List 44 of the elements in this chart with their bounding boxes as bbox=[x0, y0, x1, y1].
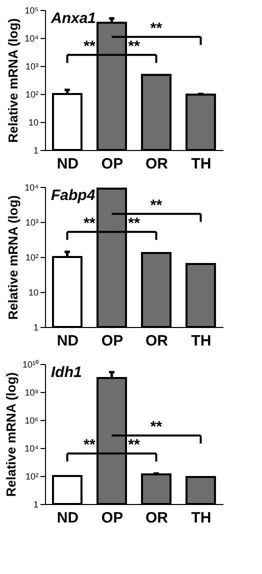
x-tick-label: OP bbox=[101, 156, 124, 172]
x-tick-label: ND bbox=[56, 332, 79, 350]
x-tick-label: OR bbox=[146, 510, 168, 526]
y-tick-label: 10³ bbox=[25, 218, 38, 228]
x-tick-label: OP bbox=[101, 510, 124, 526]
x-tick-label: OR bbox=[146, 332, 168, 350]
y-tick-label: 10² bbox=[25, 90, 38, 100]
y-tick-label: 10¹⁰ bbox=[22, 360, 38, 370]
chart-title: Idh1 bbox=[51, 364, 82, 381]
y-tick-label: 1 bbox=[33, 146, 38, 156]
x-tick-label: TH bbox=[191, 156, 212, 172]
y-tick-label: 10² bbox=[25, 472, 38, 482]
annotation: ** bbox=[150, 20, 162, 37]
x-tick-label: OP bbox=[101, 332, 124, 350]
annotation: ** bbox=[150, 196, 162, 214]
y-tick-label: 1 bbox=[33, 500, 38, 510]
chart-title: Anxa1 bbox=[50, 10, 96, 27]
y-tick-label: 1 bbox=[33, 322, 38, 332]
y-tick-label: 10² bbox=[25, 252, 38, 262]
annotation: ** bbox=[128, 436, 140, 454]
y-tick-label: 10⁴ bbox=[24, 34, 39, 44]
x-tick-label: ND bbox=[56, 510, 79, 526]
y-tick-label: 10⁸ bbox=[24, 388, 39, 398]
y-tick-label: 10³ bbox=[25, 62, 38, 72]
y-tick-label: 10⁵ bbox=[24, 6, 39, 16]
annotation: ** bbox=[128, 38, 140, 55]
y-axis-title: Relative mRNA (log) bbox=[6, 195, 21, 320]
x-tick-label: ND bbox=[56, 156, 79, 172]
annotation: ** bbox=[84, 214, 96, 232]
y-tick-label: 10 bbox=[28, 118, 38, 128]
y-axis-title: Relative mRNA (log) bbox=[3, 372, 18, 497]
y-axis-title: Relative mRNA (log) bbox=[6, 18, 21, 143]
annotation: ** bbox=[128, 214, 140, 232]
x-tick-label: TH bbox=[191, 332, 212, 350]
annotation: ** bbox=[84, 38, 96, 55]
y-tick-label: 10⁴ bbox=[24, 444, 39, 454]
y-tick-label: 10⁴ bbox=[24, 182, 39, 192]
x-tick-label: TH bbox=[191, 510, 212, 526]
chart-title: Fabp4 bbox=[51, 187, 96, 204]
annotation: ** bbox=[150, 418, 162, 436]
annotation: ** bbox=[84, 436, 96, 454]
y-tick-label: 10 bbox=[28, 288, 38, 298]
y-tick-label: 10⁶ bbox=[24, 416, 39, 426]
x-tick-label: OR bbox=[146, 156, 168, 172]
